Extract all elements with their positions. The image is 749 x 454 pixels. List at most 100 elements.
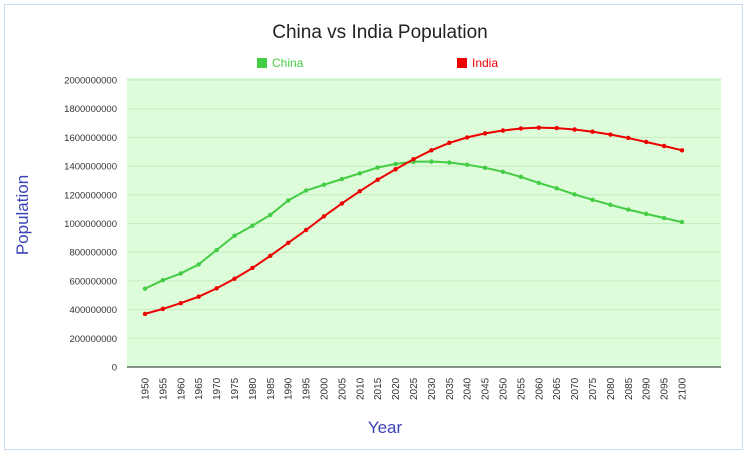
- data-point-india[interactable]: [679, 148, 685, 153]
- data-point-india[interactable]: [303, 227, 309, 233]
- x-tick-label: 2055: [516, 377, 527, 400]
- data-point-india[interactable]: [339, 201, 345, 206]
- data-point-india[interactable]: [375, 177, 380, 182]
- data-point-india[interactable]: [196, 294, 201, 299]
- data-point-china[interactable]: [303, 188, 309, 193]
- data-point-china[interactable]: [393, 161, 398, 167]
- data-point-india[interactable]: [518, 126, 524, 131]
- data-point-china[interactable]: [554, 186, 559, 191]
- data-point-india[interactable]: [429, 148, 434, 153]
- data-point-china[interactable]: [250, 223, 255, 228]
- y-tick-label: 1800000000: [64, 104, 117, 115]
- gridlines: [127, 79, 721, 339]
- data-point-china[interactable]: [518, 174, 524, 180]
- x-tick-label: 2040: [463, 377, 474, 400]
- data-point-china[interactable]: [679, 219, 685, 225]
- data-point-india[interactable]: [626, 135, 631, 141]
- data-point-india[interactable]: [321, 214, 327, 219]
- x-tick-label: 2085: [624, 377, 635, 400]
- data-point-india[interactable]: [661, 143, 667, 149]
- x-tick-label: 2080: [606, 377, 617, 400]
- data-point-china[interactable]: [160, 277, 166, 283]
- x-tick-label: 1955: [158, 377, 169, 400]
- data-point-india[interactable]: [590, 129, 595, 134]
- data-point-china[interactable]: [644, 211, 649, 217]
- data-point-china[interactable]: [357, 171, 362, 176]
- x-tick-label: 2020: [391, 377, 402, 400]
- x-tick-label: 2095: [660, 377, 671, 400]
- data-point-india[interactable]: [447, 140, 452, 146]
- data-point-china[interactable]: [482, 165, 488, 171]
- data-point-india[interactable]: [250, 265, 255, 271]
- x-tick-label: 2060: [534, 377, 545, 400]
- legend[interactable]: China India: [257, 56, 498, 70]
- data-point-china[interactable]: [536, 180, 541, 186]
- x-tick-label: 1950: [141, 377, 152, 400]
- data-point-india[interactable]: [411, 157, 416, 162]
- data-point-india[interactable]: [178, 300, 183, 306]
- x-tick-label: 2035: [445, 377, 456, 400]
- data-point-china[interactable]: [429, 159, 434, 164]
- legend-label-china[interactable]: China: [272, 56, 304, 70]
- data-point-india[interactable]: [160, 306, 166, 312]
- data-point-china[interactable]: [196, 262, 201, 267]
- y-tick-label: 0: [112, 363, 117, 374]
- x-tick-label: 2010: [355, 377, 366, 400]
- data-point-india[interactable]: [500, 128, 506, 133]
- y-tick-label: 200000000: [69, 334, 117, 345]
- data-point-china[interactable]: [608, 202, 613, 208]
- data-point-india[interactable]: [286, 240, 291, 246]
- y-tick-label: 1600000000: [64, 133, 117, 144]
- x-tick-label: 2100: [678, 377, 689, 400]
- x-tick-label: 2025: [409, 377, 420, 400]
- data-point-china[interactable]: [268, 212, 273, 218]
- y-axis-title: Population: [13, 175, 32, 255]
- x-tick-label: 2005: [337, 377, 348, 400]
- data-point-india[interactable]: [482, 131, 488, 136]
- x-tick-label: 1980: [248, 377, 259, 400]
- y-axis-ticks: 0 200000000 400000000 600000000 800000000 100…: [64, 76, 117, 374]
- data-point-china[interactable]: [500, 169, 506, 175]
- data-point-china[interactable]: [447, 160, 452, 165]
- x-tick-label: 2065: [552, 377, 563, 400]
- data-point-china[interactable]: [626, 207, 631, 212]
- data-point-india[interactable]: [536, 125, 541, 130]
- y-tick-label: 600000000: [69, 276, 117, 287]
- data-point-india[interactable]: [608, 132, 613, 137]
- x-tick-label: 1965: [194, 377, 205, 400]
- data-point-india[interactable]: [142, 311, 148, 317]
- data-point-china[interactable]: [286, 198, 291, 203]
- data-point-china[interactable]: [375, 165, 380, 170]
- y-tick-label: 1200000000: [64, 190, 117, 201]
- data-point-china[interactable]: [465, 162, 470, 167]
- data-point-china[interactable]: [661, 215, 667, 221]
- data-point-china[interactable]: [232, 233, 237, 238]
- x-tick-label: 2090: [642, 377, 653, 400]
- x-tick-label: 2015: [373, 377, 384, 400]
- x-tick-label: 2050: [499, 377, 510, 400]
- data-point-india[interactable]: [644, 139, 649, 145]
- data-point-india[interactable]: [393, 167, 398, 172]
- data-point-china[interactable]: [214, 247, 219, 253]
- y-tick-label: 1000000000: [64, 219, 117, 230]
- plot-area: [127, 78, 721, 367]
- data-point-china[interactable]: [142, 286, 148, 291]
- data-point-china[interactable]: [590, 197, 595, 203]
- data-point-india[interactable]: [232, 276, 237, 281]
- x-axis-ticks: 1950 1955 1960 1965 1970 1975 1980 1985 1990 1995…: [141, 377, 689, 400]
- data-point-india[interactable]: [357, 189, 362, 194]
- data-point-india[interactable]: [214, 286, 219, 291]
- data-point-china[interactable]: [321, 182, 327, 187]
- data-point-china[interactable]: [339, 176, 345, 182]
- y-tick-label: 2000000000: [64, 76, 117, 87]
- chart-title: China vs India Population: [272, 22, 487, 43]
- data-point-india[interactable]: [572, 127, 577, 132]
- legend-label-india[interactable]: India: [472, 56, 498, 70]
- data-point-india[interactable]: [554, 125, 559, 131]
- data-point-india[interactable]: [465, 135, 470, 140]
- x-tick-label: 2000: [320, 377, 331, 400]
- data-point-india[interactable]: [268, 253, 273, 258]
- x-tick-label: 1990: [284, 377, 295, 400]
- data-point-china[interactable]: [572, 192, 577, 197]
- data-point-china[interactable]: [178, 271, 183, 276]
